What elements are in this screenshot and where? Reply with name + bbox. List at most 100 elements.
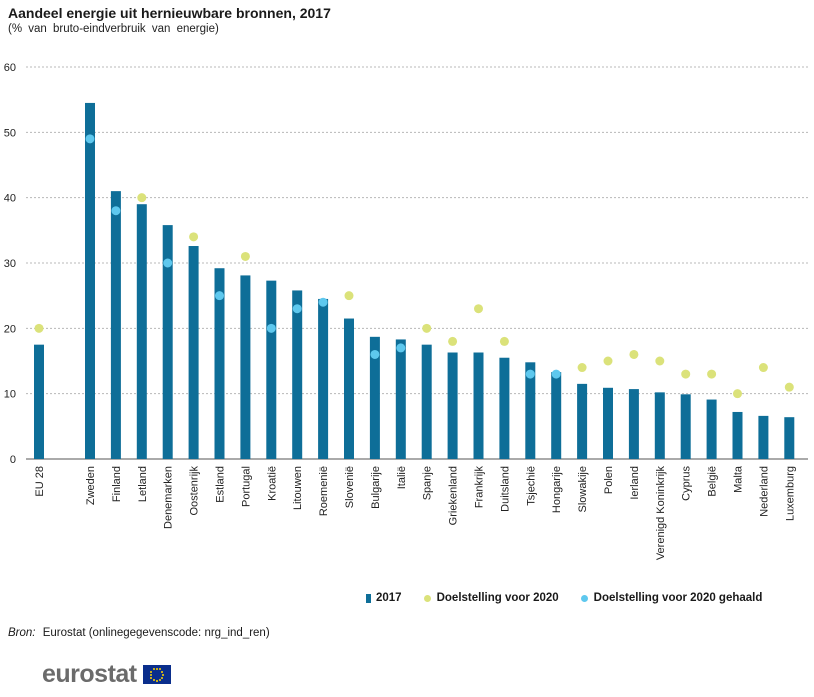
bar bbox=[85, 102, 95, 459]
source-text: Eurostat (onlinegegevenscode: nrg_ind_re… bbox=[42, 627, 270, 639]
target-2020-dot bbox=[707, 369, 717, 379]
bar bbox=[421, 344, 432, 459]
target-2020-dot bbox=[758, 363, 768, 373]
target-reached-dot bbox=[266, 323, 276, 333]
target-2020-dot bbox=[577, 363, 587, 373]
flag-star-icon bbox=[155, 667, 158, 670]
legend-bar-swatch bbox=[366, 593, 371, 603]
category-label: Kroatië bbox=[266, 466, 278, 501]
target-reached-dot bbox=[396, 343, 406, 353]
flag-star-icon bbox=[150, 670, 153, 673]
bar bbox=[680, 394, 691, 459]
legend: 2017 Doelstelling voor 2020 Doelstelling… bbox=[366, 592, 784, 604]
legend-label-2017: 2017 bbox=[376, 592, 402, 604]
category-label: Tsjechië bbox=[525, 466, 537, 506]
y-tick-label: 0 bbox=[10, 454, 16, 466]
bar bbox=[577, 383, 588, 459]
bar bbox=[292, 290, 303, 459]
category-label: Nederland bbox=[758, 466, 770, 517]
bar bbox=[654, 392, 665, 459]
target-2020-dot bbox=[603, 356, 613, 366]
target-2020-dot bbox=[655, 356, 665, 366]
bar bbox=[162, 225, 173, 459]
category-label: Italië bbox=[396, 466, 408, 489]
eurostat-logo: eurostat bbox=[42, 660, 171, 689]
flag-star-icon bbox=[160, 676, 163, 679]
target-2020-dot bbox=[733, 389, 742, 399]
category-label: Oostenrijk bbox=[189, 466, 201, 516]
target-2020-dot bbox=[784, 382, 794, 392]
target-2020-dot bbox=[499, 336, 509, 346]
target-2020-dot bbox=[474, 304, 483, 314]
bar bbox=[525, 362, 536, 459]
bar-chart: 0 10 20 30 40 50 60 EU 28 Zweden Finland Letland De… bbox=[4, 62, 808, 561]
legend-label-reached: Doelstelling voor 2020 gehaald bbox=[593, 592, 763, 604]
category-label: België bbox=[707, 466, 719, 497]
bar bbox=[473, 352, 484, 459]
category-label: Frankrijk bbox=[474, 466, 486, 509]
category-label: Verenigd Koninkrijk bbox=[655, 466, 667, 561]
category-label: Bulgarije bbox=[370, 466, 382, 509]
legend-item-2017: 2017 bbox=[366, 592, 402, 604]
category-label: Cyprus bbox=[681, 466, 693, 501]
bar bbox=[732, 411, 743, 459]
category-label: Zweden bbox=[85, 466, 97, 505]
bar bbox=[395, 339, 406, 459]
target-2020-dot bbox=[137, 193, 147, 203]
bar bbox=[188, 246, 199, 459]
target-reached-dot bbox=[551, 369, 561, 379]
bar bbox=[34, 344, 44, 459]
target-2020-dot bbox=[34, 323, 44, 333]
category-label: Portugal bbox=[240, 466, 252, 507]
category-label: Slovenië bbox=[344, 466, 356, 508]
category-label: Litouwen bbox=[292, 466, 304, 510]
y-tick-label: 10 bbox=[4, 389, 16, 401]
category-label: Roemenië bbox=[318, 466, 330, 516]
category-label: Malta bbox=[733, 465, 745, 493]
target-2020-dot bbox=[448, 336, 458, 346]
target-2020-dot bbox=[681, 369, 691, 379]
target-2020-dot bbox=[240, 251, 250, 261]
flag-star-icon bbox=[149, 673, 152, 676]
target-reached-dot bbox=[85, 134, 95, 144]
flag-star-icon bbox=[152, 668, 155, 671]
source-label: Bron: bbox=[8, 627, 36, 639]
bar bbox=[784, 417, 795, 459]
target-reached-dot bbox=[370, 349, 380, 359]
bar bbox=[318, 298, 329, 459]
eurostat-wordmark: eurostat bbox=[42, 660, 137, 688]
legend-reached-swatch bbox=[580, 594, 588, 602]
flag-star-icon bbox=[161, 673, 164, 676]
target-2020-dot bbox=[422, 323, 432, 333]
y-tick-label: 50 bbox=[4, 127, 16, 139]
eu-flag-icon bbox=[142, 665, 171, 684]
bar bbox=[603, 387, 613, 459]
target-reached-dot bbox=[111, 206, 121, 216]
flag-star-icon bbox=[158, 678, 161, 681]
y-tick-label: 20 bbox=[4, 323, 16, 335]
flag-star-icon bbox=[155, 679, 158, 682]
legend-item-target: Doelstelling voor 2020 bbox=[423, 592, 559, 604]
target-reached-dot bbox=[525, 369, 535, 379]
legend-label-target: Doelstelling voor 2020 bbox=[436, 592, 559, 604]
bar bbox=[551, 372, 562, 459]
category-label: Letland bbox=[137, 466, 149, 502]
target-2020-dot bbox=[629, 349, 639, 359]
target-reached-dot bbox=[318, 297, 328, 307]
bar bbox=[240, 275, 251, 459]
chart-subtitle: (% van bruto-eindverbruik van energie) bbox=[8, 23, 219, 35]
category-label: Luxemburg bbox=[784, 466, 796, 521]
category-label: EU 28 bbox=[34, 466, 46, 497]
bar bbox=[758, 415, 769, 459]
category-label: Polen bbox=[603, 466, 615, 494]
category-label: Hongarije bbox=[551, 466, 563, 513]
category-label: Denemarken bbox=[163, 466, 175, 529]
target-reached-dot bbox=[292, 304, 302, 314]
bar bbox=[110, 191, 121, 459]
target-2020-dot bbox=[344, 291, 354, 301]
bar bbox=[344, 318, 354, 459]
flag-star-icon bbox=[152, 678, 155, 681]
target-reached-dot bbox=[163, 258, 173, 268]
target-reached-dot bbox=[215, 291, 224, 301]
flag-star-icon bbox=[150, 676, 153, 679]
